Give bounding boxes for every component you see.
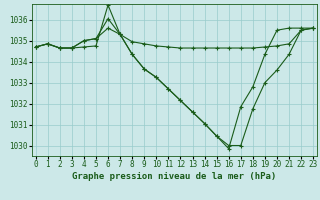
- X-axis label: Graphe pression niveau de la mer (hPa): Graphe pression niveau de la mer (hPa): [72, 172, 276, 181]
